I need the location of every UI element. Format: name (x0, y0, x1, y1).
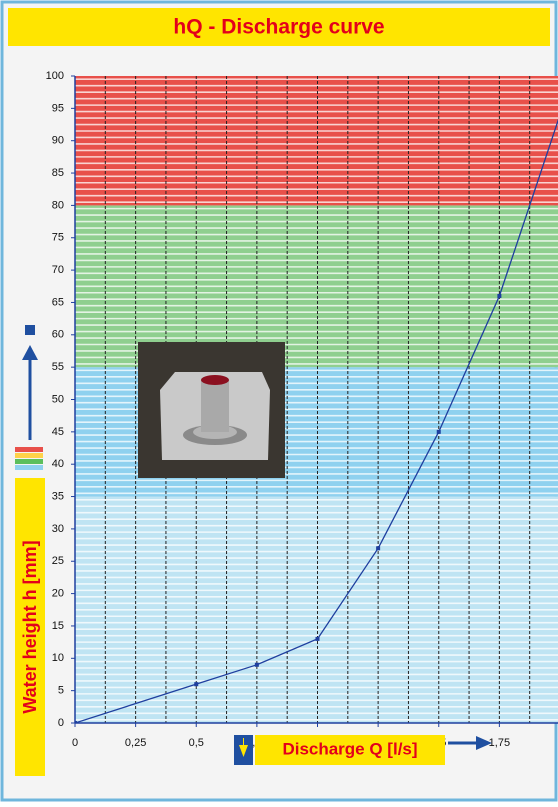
y-tick-label: 80 (52, 199, 64, 211)
y-tick-label: 90 (52, 135, 64, 147)
y-tick-label: 65 (52, 296, 64, 308)
photo (138, 342, 285, 478)
y-tick-label: 60 (52, 329, 64, 341)
band (75, 76, 558, 205)
y-tick-label: 85 (52, 167, 64, 179)
y-tick-label: 35 (52, 490, 64, 502)
point (437, 430, 441, 434)
y-tick-label: 20 (52, 588, 64, 600)
point (376, 546, 380, 550)
y-tick-label: 95 (52, 102, 64, 114)
x-tick-label: 0,5 (189, 737, 204, 749)
y-tick-label: 75 (52, 232, 64, 244)
y-tick-label: 70 (52, 264, 64, 276)
y-tick-label: 50 (52, 393, 64, 405)
point (194, 682, 198, 686)
y-tick-label: 40 (52, 458, 64, 470)
y-tick-label: 10 (52, 652, 64, 664)
y-tick-label: 45 (52, 426, 64, 438)
y-tick-label: 5 (58, 685, 64, 697)
chart: hQ - Discharge curve 00,250,50,7511,251,… (0, 0, 558, 802)
point (497, 294, 501, 298)
page: hQ - Discharge curve 00,250,50,7511,251,… (0, 0, 558, 802)
x-tick-label: 0,25 (125, 737, 146, 749)
x-tick-label: 0 (72, 737, 78, 749)
point (255, 663, 259, 667)
y-axis-label: Water height h [mm] (20, 540, 40, 713)
point (316, 637, 320, 641)
y-tick-label: 100 (46, 70, 64, 82)
chart-title: hQ - Discharge curve (173, 16, 384, 39)
x-axis-label: Discharge Q [l/s] (282, 739, 417, 758)
y-tick-label: 15 (52, 620, 64, 632)
y-tick-label: 30 (52, 523, 64, 535)
y-tick-label: 25 (52, 555, 64, 567)
x-tick-label: 1,75 (489, 737, 510, 749)
y-tick-label: 0 (58, 717, 64, 729)
y-tick-label: 55 (52, 361, 64, 373)
